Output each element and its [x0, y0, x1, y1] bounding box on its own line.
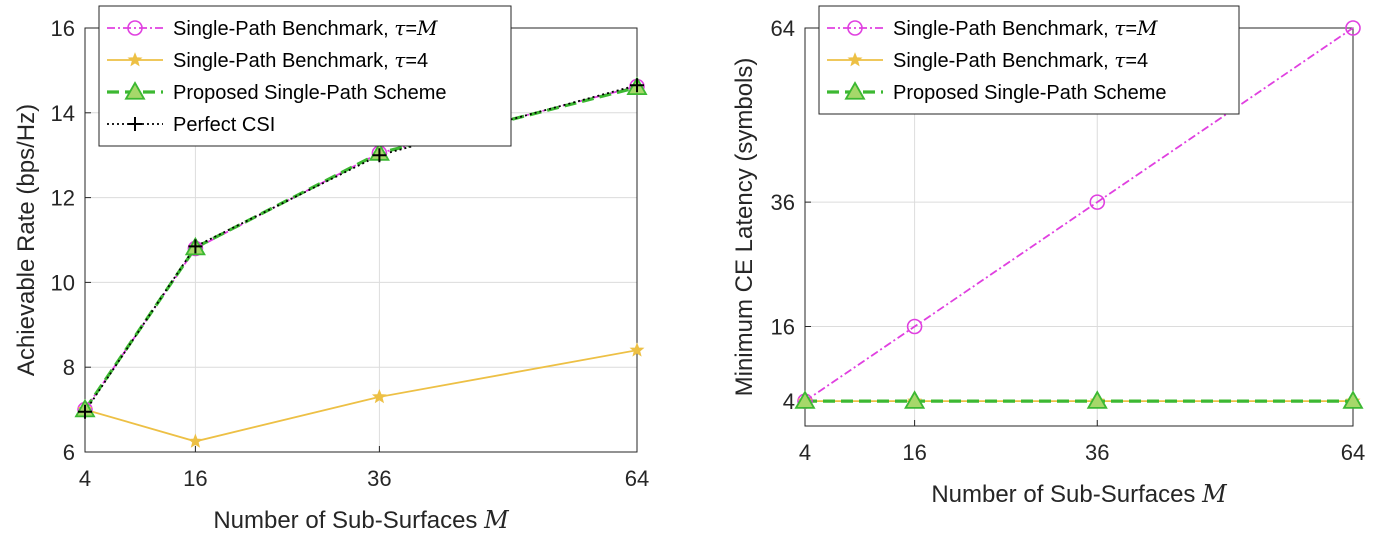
y-tick-label: 4 [783, 389, 795, 414]
legend-entry-label: Single-Path Benchmark, τ=4 [173, 48, 428, 72]
legend-marker [127, 20, 143, 36]
data-point-marker [906, 318, 923, 335]
series-line [804, 27, 1354, 402]
series-line [84, 84, 638, 413]
y-tick-label: 16 [51, 16, 75, 41]
chart-panel-right: 4 16 36 64 4 16 36 64 Number of Sub-Surfaces M Mi… [731, 5, 1365, 508]
legend-marker [127, 52, 143, 67]
data-point-marker [1342, 390, 1364, 409]
data-point-marker [187, 433, 203, 448]
y-tick-label: 6 [63, 440, 75, 465]
data-point-marker [794, 390, 816, 409]
x-tick-label: 4 [79, 466, 91, 491]
data-point-marker [1089, 194, 1106, 210]
data-point-marker [1345, 20, 1361, 36]
y-tick-label: 16 [771, 315, 795, 340]
data-point-marker [78, 404, 92, 419]
x-tick-label: 36 [367, 466, 391, 491]
y-axis-label: Achievable Rate (bps/Hz) [13, 104, 40, 376]
legend-marker [128, 117, 142, 131]
legend-entry-label: Proposed Single-Path Scheme [173, 82, 447, 104]
legend-marker [844, 81, 866, 100]
legend-marker [847, 20, 863, 36]
x-axis-label: Number of Sub-Surfaces M [931, 480, 1228, 508]
x-tick-label: 4 [799, 440, 811, 465]
legend-entry-label: Single-Path Benchmark, τ=M [173, 16, 438, 40]
legend-entry-label: Single-Path Benchmark, τ=M [893, 16, 1158, 40]
data-point-marker [188, 239, 203, 254]
y-tick-label: 64 [771, 16, 795, 41]
data-point-marker [1086, 390, 1108, 409]
y-tick-label: 36 [771, 190, 795, 215]
x-tick-label: 64 [625, 466, 649, 491]
legend-marker [847, 52, 863, 67]
x-axis-label: Number of Sub-Surfaces M [213, 506, 510, 534]
data-point-marker [372, 148, 387, 163]
legend-entry-label: Single-Path Benchmark, τ=4 [893, 48, 1148, 72]
data-point-marker [630, 78, 644, 93]
data-point-marker [904, 390, 926, 409]
legend-box [818, 5, 1240, 115]
legend-entry-label: Proposed Single-Path Scheme [893, 82, 1167, 104]
y-tick-label: 14 [51, 101, 75, 126]
y-tick-label: 12 [51, 186, 75, 211]
legend-box [98, 5, 512, 147]
x-tick-label: 16 [902, 440, 926, 465]
y-tick-label: 8 [63, 355, 75, 380]
data-point-marker [629, 342, 645, 357]
y-axis-label: Minimum CE Latency (symbols) [731, 58, 758, 397]
x-tick-label: 36 [1085, 440, 1109, 465]
x-tick-label: 64 [1341, 440, 1365, 465]
x-tick-label: 16 [183, 466, 207, 491]
y-tick-label: 10 [51, 270, 75, 295]
data-point-marker [371, 389, 387, 404]
series-line [84, 349, 638, 443]
legend-marker [124, 81, 146, 100]
legend-entry-label: Perfect CSI [173, 114, 275, 136]
